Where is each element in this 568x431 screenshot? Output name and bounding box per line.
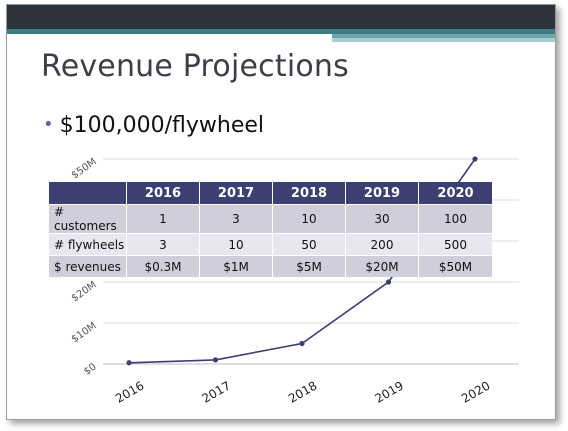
table-cell: $20M bbox=[345, 255, 419, 277]
table-header-cell: 2017 bbox=[199, 182, 273, 205]
chart-data-point bbox=[212, 357, 219, 363]
chart-data-point bbox=[385, 279, 392, 285]
projection-table: 2016 2017 2018 2019 2020 # customers 1 3… bbox=[49, 182, 492, 277]
chart-x-tick-label: 2016 bbox=[113, 378, 146, 405]
bullet-dot-icon: • bbox=[43, 114, 54, 135]
table-cell: 3 bbox=[126, 233, 200, 256]
table-cell: 1 bbox=[126, 204, 200, 234]
table-row-label: # flywheels bbox=[49, 233, 127, 256]
table-cell: 10 bbox=[199, 233, 273, 256]
table-cell: $0.3M bbox=[126, 255, 200, 277]
table-row: $ revenues $0.3M $1M $5M $20M $50M bbox=[49, 255, 492, 277]
slide-accent-stripe-mid bbox=[332, 34, 555, 38]
chart-y-tick-label: $20M bbox=[70, 279, 99, 304]
table-header-cell: 2016 bbox=[126, 182, 200, 205]
chart-x-tick-label: 2019 bbox=[373, 378, 406, 405]
table-cell: 3 bbox=[199, 204, 273, 234]
chart-y-tick-label: $0 bbox=[82, 361, 99, 377]
table-cell: 500 bbox=[418, 233, 492, 256]
chart-data-point bbox=[126, 360, 132, 366]
table-header-row: 2016 2017 2018 2019 2020 bbox=[49, 182, 492, 205]
chart-data-point bbox=[472, 156, 478, 162]
table-header-cell bbox=[49, 182, 127, 205]
chart-y-tick-label: $10M bbox=[70, 320, 99, 345]
chart-data-point bbox=[299, 340, 305, 347]
chart-x-tick-label: 2017 bbox=[200, 378, 233, 405]
table-cell: $50M bbox=[418, 255, 492, 277]
table-header-cell: 2019 bbox=[345, 182, 419, 205]
slide-accent-stripe-light bbox=[332, 38, 555, 42]
table-header-cell: 2020 bbox=[418, 182, 492, 205]
table-row-label: $ revenues bbox=[49, 255, 127, 277]
table-cell: 200 bbox=[345, 233, 419, 256]
bullet-text: $100,000/flywheel bbox=[59, 113, 265, 138]
table-row: # flywheels 3 10 50 200 500 bbox=[49, 233, 492, 256]
chart-y-tick-label: $50M bbox=[70, 156, 99, 181]
table-cell: $5M bbox=[272, 255, 346, 277]
slide-title: Revenue Projections bbox=[41, 49, 349, 84]
slide-top-band bbox=[7, 5, 555, 29]
chart-x-tick-label: 2020 bbox=[459, 378, 492, 405]
table-header-cell: 2018 bbox=[272, 182, 346, 205]
slide: Revenue Projections • $100,000/flywheel $… bbox=[6, 4, 556, 420]
table-cell: 50 bbox=[272, 233, 346, 256]
slide-accent-stripe bbox=[7, 29, 555, 34]
table-cell: 100 bbox=[418, 204, 492, 234]
bullet-point: • $100,000/flywheel bbox=[43, 113, 264, 138]
table-cell: 10 bbox=[272, 204, 346, 234]
chart-x-axis: 2016 2017 2018 2019 2020 bbox=[113, 378, 492, 405]
chart-x-tick-label: 2018 bbox=[286, 378, 319, 405]
table-cell: $1M bbox=[199, 255, 273, 277]
table-row-label: # customers bbox=[49, 204, 127, 234]
table-cell: 30 bbox=[345, 204, 419, 234]
table-row: # customers 1 3 10 30 100 bbox=[49, 204, 492, 234]
